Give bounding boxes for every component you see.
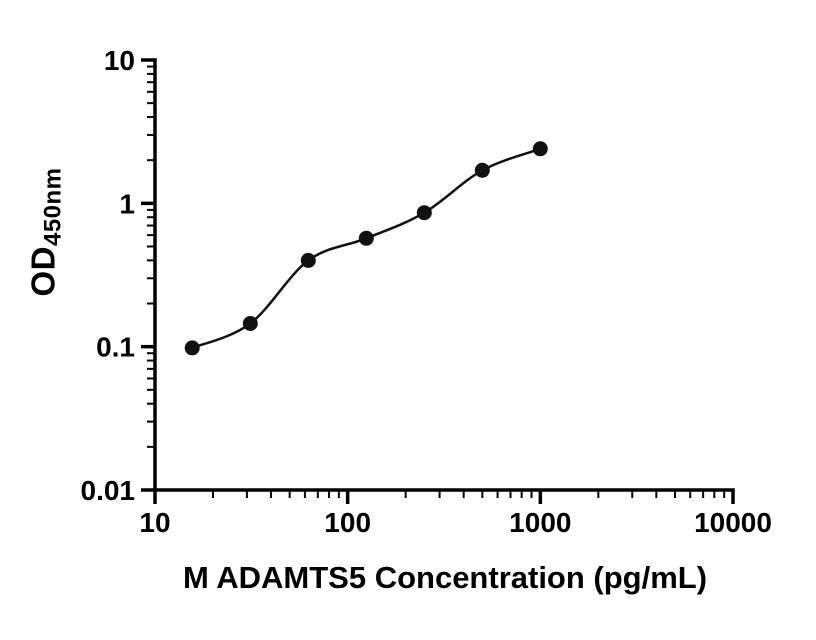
y-tick-label: 1: [119, 188, 135, 219]
data-point: [300, 252, 316, 268]
data-point: [474, 162, 490, 178]
x-tick-label: 10: [139, 507, 170, 538]
data-point: [242, 316, 258, 331]
y-axis-title-subscript: 450nm: [39, 167, 67, 247]
x-tick-label: 1000: [509, 507, 571, 538]
axis-lines: [153, 58, 735, 492]
y-tick-label: 10: [104, 45, 135, 76]
y-tick-label: 0.1: [96, 332, 135, 363]
data-point: [532, 141, 548, 157]
data-point: [184, 340, 200, 356]
data-point: [416, 205, 432, 221]
x-tick-label: 100: [324, 507, 371, 538]
y-axis-title: OD450nm: [25, 167, 68, 296]
y-tick-label: 0.01: [81, 475, 136, 506]
data-point: [358, 230, 374, 246]
x-axis-title: M ADAMTS5 Concentration (pg/mL): [182, 560, 708, 595]
y-axis-title-main: OD: [24, 246, 62, 297]
x-tick-label: 10000: [694, 507, 772, 538]
fit-curve: [191, 147, 541, 350]
